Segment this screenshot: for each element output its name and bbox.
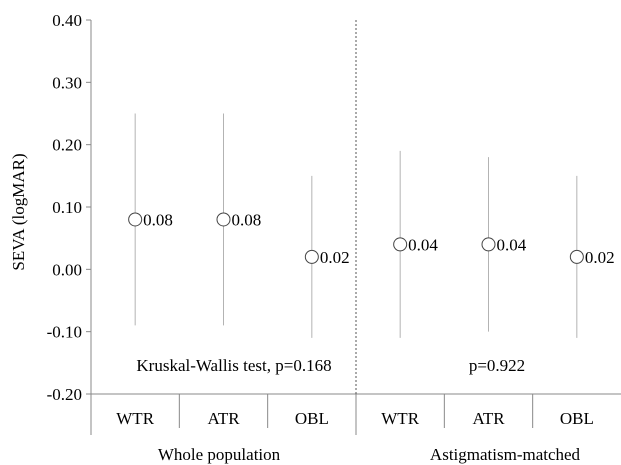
data-label: 0.04 <box>408 235 438 254</box>
y-ticks: -0.20 -0.10 0.00 0.10 0.20 0.30 0.40 <box>47 11 91 404</box>
data-label: 0.08 <box>143 210 173 229</box>
y-tick-label: -0.20 <box>47 385 82 404</box>
y-axis-label: SEVA (logMAR) <box>9 153 28 270</box>
data-point <box>481 237 496 252</box>
y-tick-label: -0.10 <box>47 323 82 342</box>
group-label-whole-population: Whole population <box>158 445 281 464</box>
y-tick-label: 0.10 <box>52 198 82 217</box>
y-tick-label: 0.00 <box>52 260 82 279</box>
chart-marks: 0.08 0.08 0.02 0.04 0.04 0.02 <box>128 113 615 338</box>
data-point <box>304 249 319 264</box>
data-label: 0.02 <box>320 248 350 267</box>
y-tick-label: 0.20 <box>52 136 82 155</box>
x-categories: WTR ATR OBL WTR ATR OBL <box>116 409 594 428</box>
data-label: 0.08 <box>232 210 262 229</box>
data-point <box>393 237 408 252</box>
x-category-label: ATR <box>207 409 240 428</box>
data-label: 0.02 <box>585 248 615 267</box>
x-category-label: WTR <box>116 409 154 428</box>
data-label: 0.04 <box>497 235 527 254</box>
y-tick-label: 0.40 <box>52 11 82 30</box>
group-label-astigmatism-matched: Astigmatism-matched <box>430 445 581 464</box>
x-category-label: WTR <box>381 409 419 428</box>
data-point <box>216 212 231 227</box>
stat-label-astigmatism-matched: p=0.922 <box>469 356 525 375</box>
data-point <box>128 212 143 227</box>
axes <box>90 20 621 435</box>
stat-label-whole-population: Kruskal-Wallis test, p=0.168 <box>136 356 331 375</box>
x-category-label: ATR <box>472 409 505 428</box>
data-point <box>569 249 584 264</box>
x-category-label: OBL <box>560 409 594 428</box>
x-category-label: OBL <box>295 409 329 428</box>
y-tick-label: 0.30 <box>52 73 82 92</box>
